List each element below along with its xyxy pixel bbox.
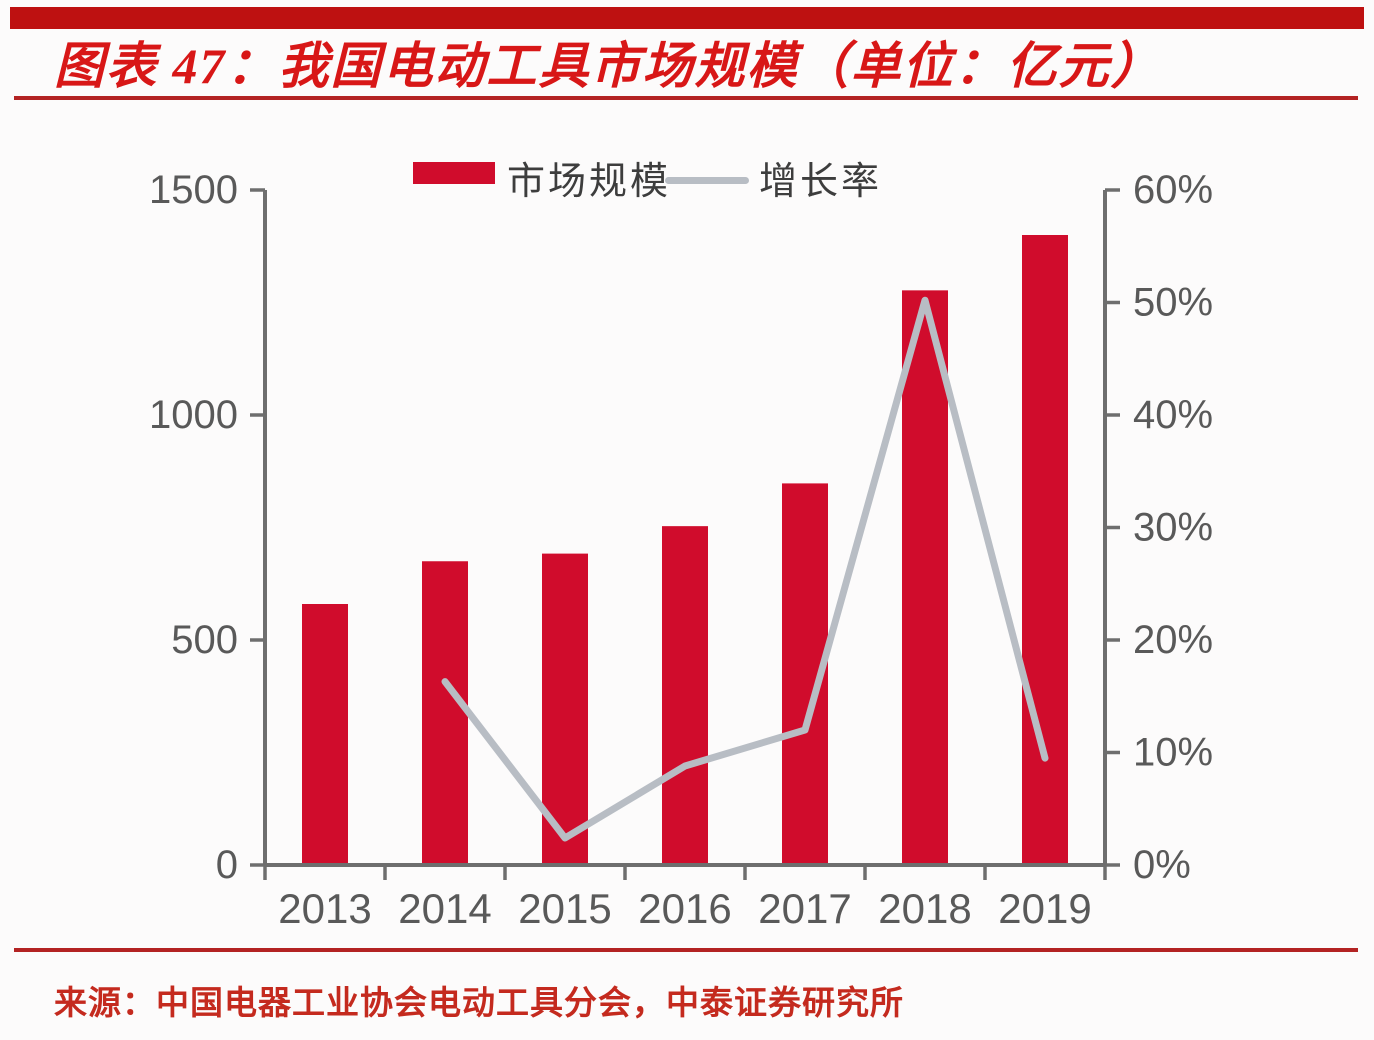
market-size-chart: 0 500 1000 1500 0% 10% 20% 30% 40% 50% 60% 2013 2014…: [149, 168, 1213, 932]
right-tick-label-40%: 40%: [1133, 393, 1213, 437]
bar-2016: [662, 526, 708, 865]
right-tick-label-20%: 20%: [1133, 618, 1213, 662]
title-underline: [14, 96, 1358, 100]
left-tick-label-500: 500: [171, 618, 238, 662]
legend-bar-swatch: [413, 162, 495, 184]
right-tick-label-50%: 50%: [1133, 281, 1213, 325]
left-tick-label-1500: 1500: [149, 168, 238, 212]
right-tick-label-10%: 10%: [1133, 731, 1213, 775]
growth-rate-line: [441, 296, 1049, 842]
x-label-2017: 2017: [758, 885, 851, 932]
left-tick-label-1000: 1000: [149, 393, 238, 437]
source-divider: [14, 948, 1358, 952]
chart-title: 图表 47：我国电动工具市场规模（单位：亿元）: [54, 38, 1163, 94]
right-tick-label-30%: 30%: [1133, 506, 1213, 550]
header-red-band: [10, 7, 1364, 29]
source-note: 来源：中国电器工业协会电动工具分会，中泰证券研究所: [54, 986, 904, 1022]
x-label-2016: 2016: [638, 885, 731, 932]
x-label-2014: 2014: [398, 885, 491, 932]
bar-2013: [302, 604, 348, 865]
bar-2014: [422, 561, 468, 865]
x-label-2013: 2013: [278, 885, 371, 932]
x-label-2018: 2018: [878, 885, 971, 932]
right-tick-label-60%: 60%: [1133, 168, 1213, 212]
legend-bar-label: 市场规模: [507, 161, 672, 203]
bar-2019: [1022, 235, 1068, 865]
legend-line-label: 增长率: [759, 161, 883, 203]
left-tick-label-0: 0: [216, 843, 238, 887]
bar-2018: [902, 290, 948, 866]
legend-line-swatch: [665, 177, 749, 184]
x-label-2019: 2019: [998, 885, 1091, 932]
x-label-2015: 2015: [518, 885, 611, 932]
right-tick-label-0%: 0%: [1133, 843, 1191, 887]
